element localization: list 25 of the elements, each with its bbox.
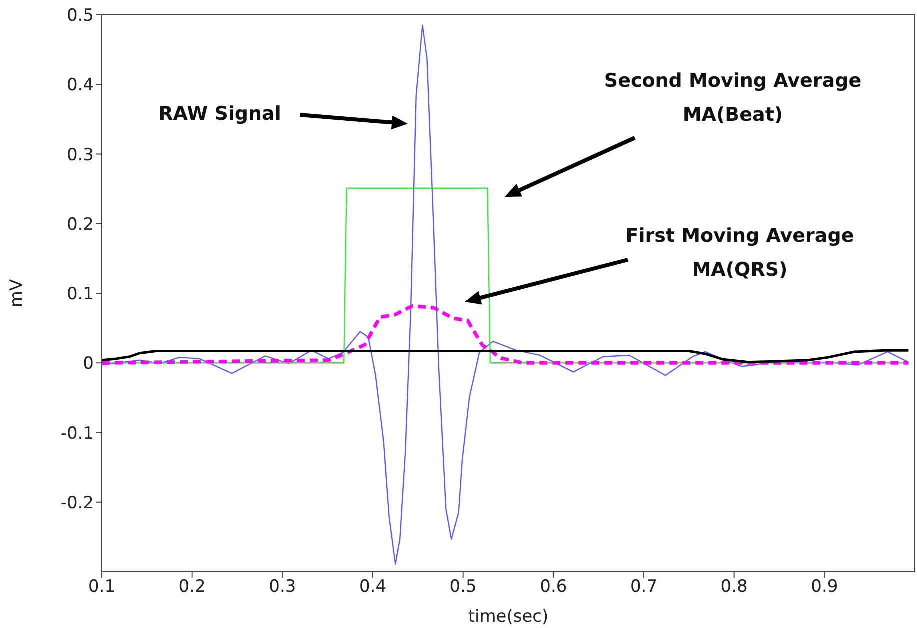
- y-tick-label: 0.1: [66, 284, 94, 305]
- x-tick-label: 0.1: [88, 577, 116, 598]
- line-series: [102, 24, 910, 565]
- x-tick-label: 0.5: [450, 577, 477, 598]
- x-tick-label: 0.7: [630, 577, 658, 598]
- x-tick-label: 0.2: [178, 577, 206, 598]
- annotation: Second Moving Average MA(Beat): [604, 70, 862, 126]
- y-tick-label: -0.1: [60, 424, 94, 444]
- x-tick-label: 0.4: [359, 577, 387, 598]
- y-tick-label: 0.5: [66, 6, 94, 26]
- x-axis-title: time(sec): [468, 607, 549, 627]
- y-tick-label: 0.4: [66, 76, 94, 96]
- y-tick-label: 0.3: [66, 145, 94, 166]
- y-axis-title: mV: [7, 279, 28, 308]
- x-tick-label: 0.3: [269, 577, 296, 598]
- x-tick-label: 0.8: [720, 577, 748, 598]
- line-series: [102, 304, 910, 365]
- y-tick-label: -0.2: [60, 493, 94, 514]
- y-tick-label: 0: [83, 354, 94, 374]
- x-tick-label: 0.9: [811, 577, 838, 598]
- annotation: First Moving Average MA(QRS): [626, 225, 854, 282]
- annotation: RAW Signal: [158, 103, 282, 126]
- x-tick-label: 0.6: [540, 577, 568, 598]
- line-series: [102, 349, 910, 364]
- y-tick-label: 0.2: [66, 214, 94, 235]
